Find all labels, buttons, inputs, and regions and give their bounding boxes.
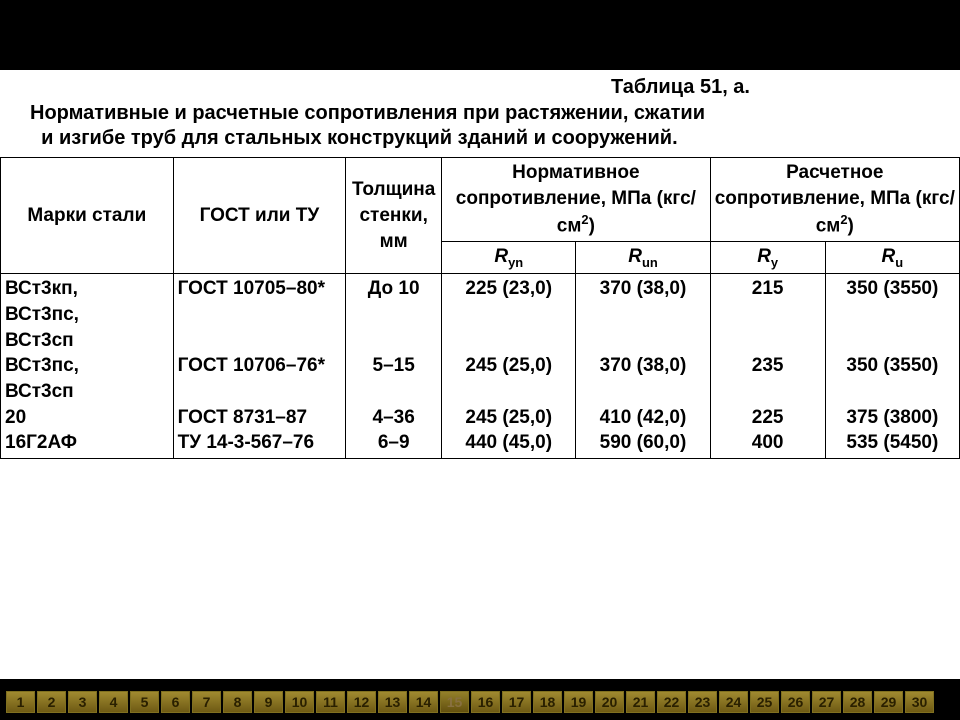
slide-nav-button[interactable]: 11 [316, 691, 345, 713]
cell-ry: 215 235 225400 [710, 274, 825, 458]
slide: Таблица 51, а. Нормативные и расчетные с… [0, 0, 960, 720]
slide-nav-button[interactable]: 5 [130, 691, 159, 713]
th-run: Run [576, 242, 710, 274]
th-ru: Ru [825, 242, 959, 274]
th-normative-sup: 2 [581, 212, 588, 227]
slide-nav-button[interactable]: 1 [6, 691, 35, 713]
slide-nav-button[interactable]: 14 [409, 691, 438, 713]
slide-nav-button[interactable]: 27 [812, 691, 841, 713]
sym-r4: R [882, 246, 896, 267]
sub-y: y [771, 255, 778, 270]
sub-u: u [895, 255, 903, 270]
slide-nav-button[interactable]: 19 [564, 691, 593, 713]
th-normative-group: Нормативное сопротивление, МПа (кгс/см2) [442, 158, 711, 242]
slide-nav-button[interactable]: 7 [192, 691, 221, 713]
slide-nav-button[interactable]: 8 [223, 691, 252, 713]
card-whitespace [0, 459, 960, 679]
content-card: Таблица 51, а. Нормативные и расчетные с… [0, 70, 960, 679]
sym-r1: R [494, 246, 508, 267]
slide-nav-button[interactable]: 25 [750, 691, 779, 713]
slide-nav-button[interactable]: 29 [874, 691, 903, 713]
slide-nav-button[interactable]: 4 [99, 691, 128, 713]
slide-nav-button[interactable]: 17 [502, 691, 531, 713]
slide-nav-button[interactable]: 10 [285, 691, 314, 713]
caption-line-1: Нормативные и расчетные сопротивления пр… [30, 102, 705, 124]
slide-nav-button[interactable]: 24 [719, 691, 748, 713]
th-ryn: Ryn [442, 242, 576, 274]
slide-nav-button[interactable]: 23 [688, 691, 717, 713]
slide-nav-button[interactable]: 9 [254, 691, 283, 713]
th-normative-text: Нормативное сопротивление, МПа (кгс/см [456, 162, 696, 237]
slide-nav-button[interactable]: 6 [161, 691, 190, 713]
th-gost: ГОСТ или ТУ [173, 158, 346, 274]
cell-run: 370 (38,0) 370 (38,0) 410 (42,0)590 (60,… [576, 274, 710, 458]
slide-nav-button[interactable]: 22 [657, 691, 686, 713]
slide-nav-button[interactable]: 18 [533, 691, 562, 713]
slide-nav-button[interactable]: 3 [68, 691, 97, 713]
th-steel: Марки стали [1, 158, 174, 274]
data-table: Марки стали ГОСТ или ТУ Толщина стенки, … [0, 157, 960, 459]
slide-nav-button[interactable]: 21 [626, 691, 655, 713]
table-number-text: Таблица 51, а. [30, 76, 950, 99]
sym-r3: R [757, 246, 771, 267]
slide-nav-button[interactable]: 28 [843, 691, 872, 713]
th-normative-tail: ) [589, 216, 595, 237]
slide-nav-button[interactable]: 16 [471, 691, 500, 713]
table-body-row: ВСт3кп,ВСт3пс,ВСт3спВСт3пс,ВСт3сп2016Г2А… [1, 274, 960, 458]
slide-nav-button[interactable]: 2 [37, 691, 66, 713]
cell-thickness: До 10 5–15 4–366–9 [346, 274, 442, 458]
slide-nav-button[interactable]: 13 [378, 691, 407, 713]
sub-yn: yn [508, 255, 523, 270]
cell-gost: ГОСТ 10705–80* ГОСТ 10706–76* ГОСТ 8731–… [173, 274, 346, 458]
th-design-tail: ) [848, 216, 854, 237]
table-number: Таблица 51, а. [0, 70, 960, 99]
cell-steel-grades: ВСт3кп,ВСт3пс,ВСт3спВСт3пс,ВСт3сп2016Г2А… [1, 274, 174, 458]
slide-nav-button[interactable]: 15 [440, 691, 469, 713]
slide-nav-button[interactable]: 12 [347, 691, 376, 713]
slide-nav: 1234567891011121314151617181920212223242… [0, 691, 960, 717]
caption-line-2: и изгибе труб для стальных конструкций з… [41, 127, 678, 149]
cell-ru: 350 (3550) 350 (3550) 375 (3800)535 (545… [825, 274, 959, 458]
sym-r2: R [628, 246, 642, 267]
slide-nav-button[interactable]: 26 [781, 691, 810, 713]
th-design-sup: 2 [840, 212, 847, 227]
th-design-text: Расчетное сопротивление, МПа (кгс/см [715, 162, 955, 237]
th-thickness: Толщина стенки, мм [346, 158, 442, 274]
th-ry: Ry [710, 242, 825, 274]
slide-nav-button[interactable]: 30 [905, 691, 934, 713]
table-caption: Нормативные и расчетные сопротивления пр… [0, 99, 960, 157]
slide-nav-button[interactable]: 20 [595, 691, 624, 713]
cell-ryn: 225 (23,0) 245 (25,0) 245 (25,0)440 (45,… [442, 274, 576, 458]
th-design-group: Расчетное сопротивление, МПа (кгс/см2) [710, 158, 959, 242]
sub-un: un [642, 255, 658, 270]
